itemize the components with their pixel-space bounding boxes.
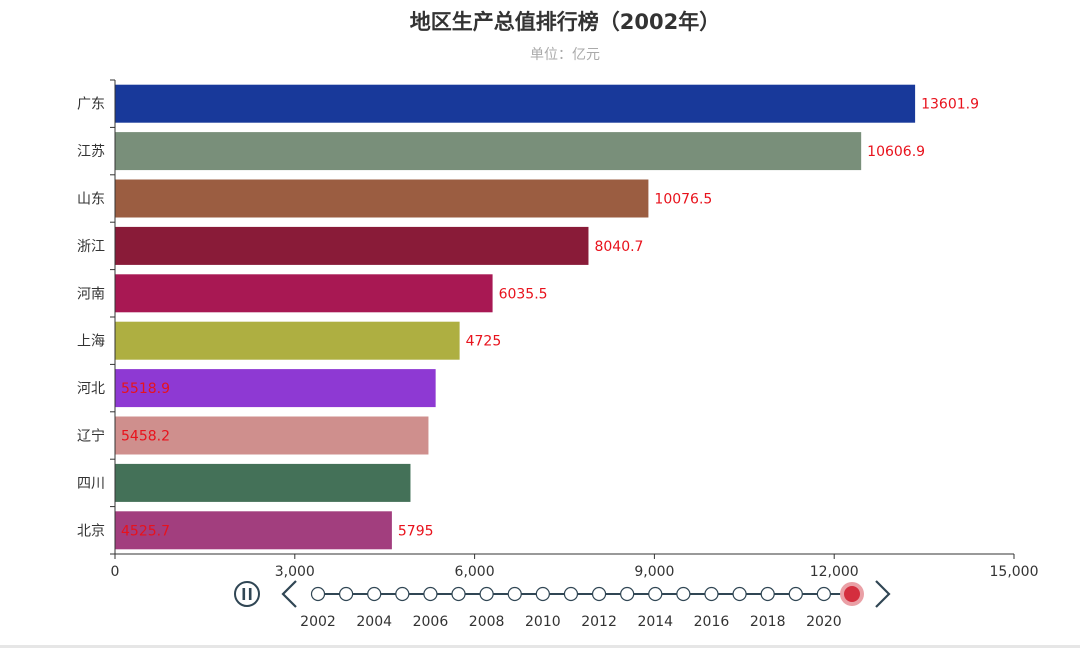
timeline-year-label-1: 2004 [356, 614, 392, 630]
timeline-point-3[interactable] [395, 586, 410, 602]
timeline-point-5[interactable] [451, 586, 466, 602]
timeline-point-16[interactable] [760, 586, 775, 602]
timeline-point-0[interactable] [310, 586, 326, 602]
timeline-point-9[interactable] [563, 586, 579, 602]
category-label-9: 北京 [77, 523, 105, 539]
timeline-point-13[interactable] [676, 586, 691, 602]
timeline-year-label-6: 2014 [637, 614, 673, 630]
x-tick-label-0: 0 [111, 564, 120, 580]
timeline-point-15[interactable] [732, 586, 747, 602]
category-label-3: 浙江 [77, 239, 105, 255]
data-label-2: 10076.5 [654, 192, 712, 208]
x-tick-label-4: 12,000 [810, 564, 859, 580]
timeline-year-label-9: 2020 [806, 614, 842, 630]
x-tick-label-5: 15,000 [990, 564, 1039, 580]
category-label-4: 河南 [77, 286, 105, 302]
category-label-2: 山东 [77, 192, 105, 208]
data-label-7: 5458.2 [121, 429, 170, 445]
chevron-right-icon[interactable] [875, 580, 891, 608]
timeline-point-12[interactable] [648, 586, 663, 602]
timeline-point-14[interactable] [704, 586, 719, 602]
bar-7 [115, 416, 429, 455]
category-label-1: 江苏 [77, 144, 105, 160]
data-label-9: 4525.7 [121, 523, 170, 539]
timeline-year-label-5: 2012 [581, 614, 617, 630]
timeline-labels: 2002 2004 2006 2008 2010 2012 2014 2016 2018 2020 [300, 614, 842, 630]
timeline-point-17[interactable] [788, 586, 803, 602]
labels-layer: 广东 13601.9 江苏 10606.9 山东 10076.5 浙江 8040.7 河南 603… [77, 97, 979, 540]
extra-data-label-0: 5795 [398, 523, 434, 539]
bar-0 [115, 84, 916, 123]
x-tick-label-3: 9,000 [634, 564, 674, 580]
timeline-current-point[interactable] [844, 586, 860, 602]
bar-4 [115, 274, 493, 313]
bars-layer [115, 84, 916, 550]
timeline-year-label-4: 2010 [525, 614, 561, 630]
data-label-0: 13601.9 [921, 97, 979, 113]
category-label-5: 上海 [77, 334, 105, 350]
data-label-5: 4725 [466, 334, 502, 350]
timeline-point-6[interactable] [479, 586, 494, 602]
timeline-points[interactable] [310, 582, 865, 606]
bar-6 [115, 369, 436, 408]
timeline-point-2[interactable] [367, 586, 382, 602]
timeline-point-8[interactable] [535, 586, 550, 602]
bar-1 [115, 132, 862, 171]
bar-9 [115, 511, 392, 550]
chevron-left-icon[interactable] [281, 580, 297, 608]
timeline-year-label-8: 2018 [750, 614, 786, 630]
pause-icon[interactable] [234, 581, 260, 607]
x-tick-label-1: 3,000 [275, 564, 315, 580]
timeline-year-label-7: 2016 [694, 614, 730, 630]
data-label-6: 5518.9 [121, 381, 170, 397]
bar-3 [115, 226, 589, 265]
timeline-point-7[interactable] [507, 586, 522, 602]
bottom-divider [0, 645, 1080, 648]
timeline-year-label-2: 2006 [413, 614, 449, 630]
timeline-point-18[interactable] [816, 586, 831, 602]
x-tick-label-2: 6,000 [455, 564, 495, 580]
timeline-point-11[interactable] [620, 586, 635, 602]
data-label-4: 6035.5 [499, 286, 548, 302]
category-label-0: 广东 [77, 97, 105, 113]
category-label-8: 四川 [77, 476, 105, 492]
pause-button[interactable] [234, 581, 260, 607]
timeline-year-label-0: 2002 [300, 614, 336, 630]
timeline-point-10[interactable] [591, 586, 607, 602]
category-label-6: 河北 [77, 381, 105, 397]
axis-layer: 0 3,000 6,000 9,000 12,000 15,000 [110, 79, 1039, 580]
category-label-7: 辽宁 [77, 428, 105, 445]
chart-title: 地区生产总值排行榜（2002年） [409, 10, 721, 34]
data-label-1: 10606.9 [867, 144, 925, 160]
timeline-year-label-3: 2008 [469, 614, 505, 630]
timeline-point-1[interactable] [339, 586, 354, 602]
data-label-3: 8040.7 [594, 239, 643, 255]
bar-2 [115, 179, 649, 218]
chart-subtitle: 单位：亿元 [530, 47, 600, 63]
bar-5 [115, 321, 460, 360]
timeline[interactable]: 2002 2004 2006 2008 2010 2012 2014 2016 2018 2020 [234, 580, 891, 630]
bar-8 [115, 463, 411, 502]
timeline-point-4[interactable] [423, 586, 438, 602]
